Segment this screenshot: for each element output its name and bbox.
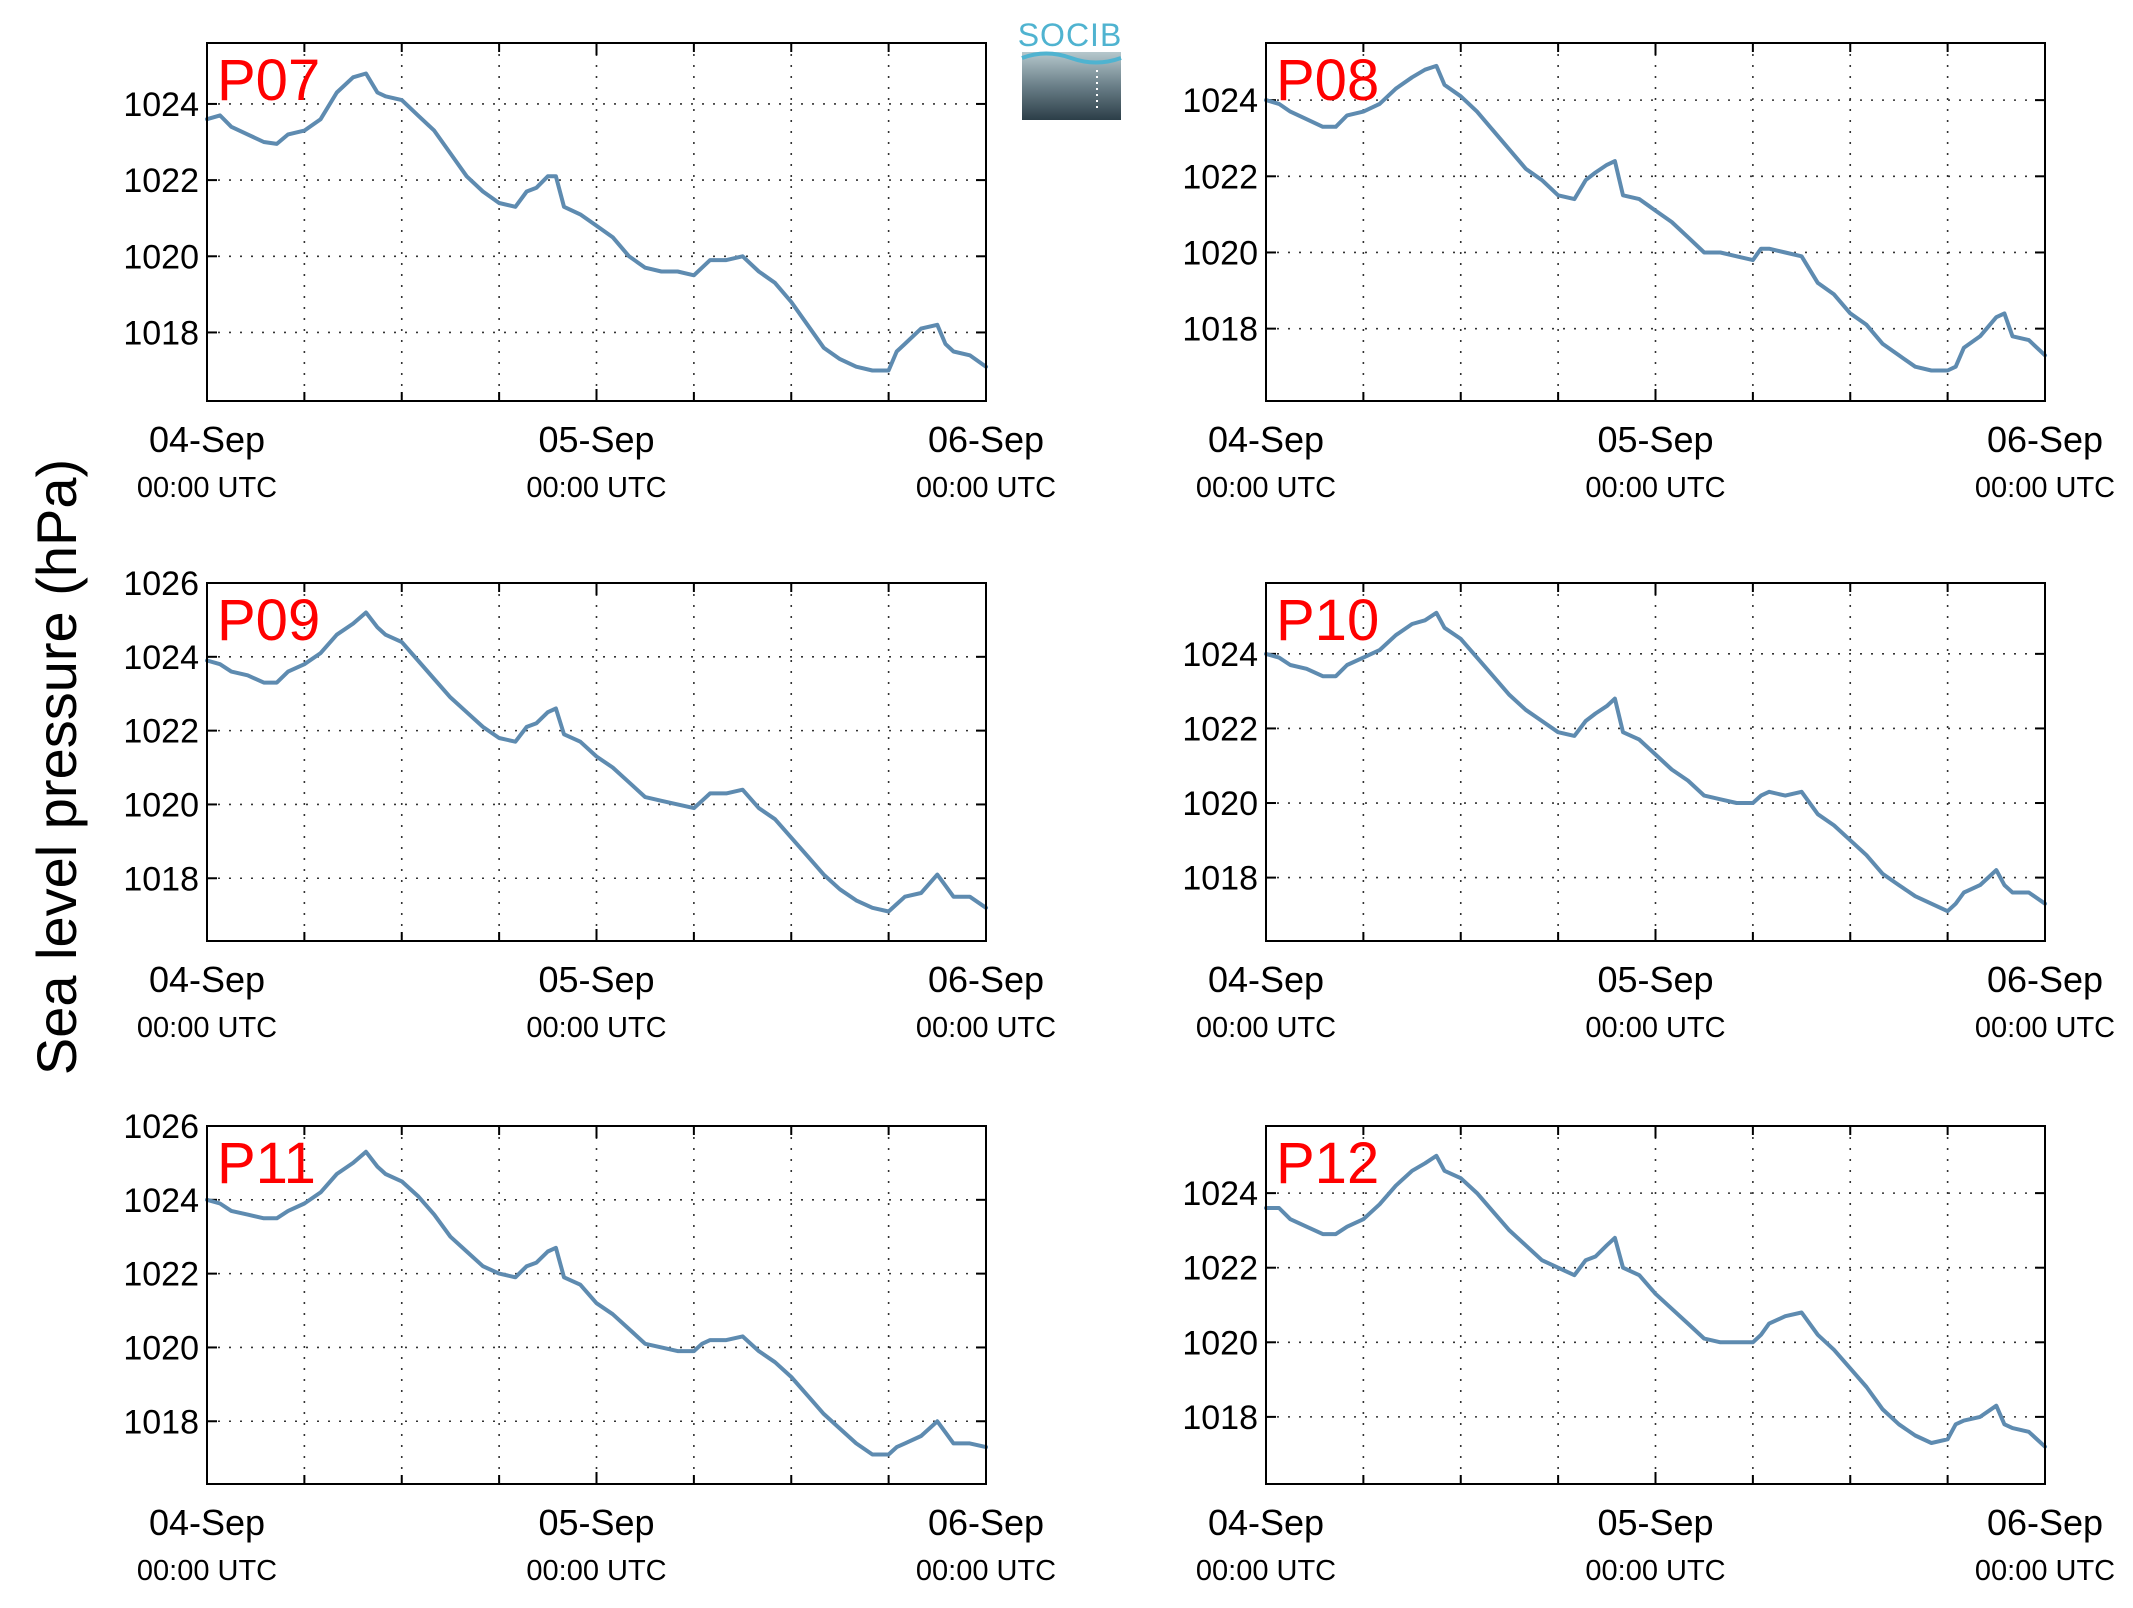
x-tick-date-label: 06-Sep — [928, 959, 1044, 1000]
y-tick-label: 1026 — [123, 1108, 199, 1146]
panel-label: P09 — [217, 588, 320, 653]
x-tick-date-label: 06-Sep — [928, 1502, 1044, 1543]
series-line-p11 — [205, 1149, 988, 1457]
x-tick-time-label: 00:00 UTC — [1196, 1012, 1336, 1044]
socib-logo: SOCIB — [1018, 17, 1123, 120]
series-line-p08 — [1264, 63, 2047, 373]
x-tick-time-label: 00:00 UTC — [137, 472, 277, 504]
panel-p08: 1018 1020 1022 1024 04-Sep 00:00 UTC 05-Sep 00:… — [1182, 42, 2115, 504]
x-tick-date-label: 04-Sep — [149, 959, 265, 1000]
y-tick-label: 1020 — [1182, 1324, 1258, 1362]
y-tick-label: 1024 — [123, 1182, 199, 1220]
y-tick-label: 1018 — [123, 860, 199, 898]
y-tick-label: 1022 — [1182, 1250, 1258, 1288]
x-tick-date-label: 05-Sep — [1597, 959, 1713, 1000]
x-tick-time-label: 00:00 UTC — [1585, 472, 1725, 504]
y-tick-label: 1022 — [1182, 710, 1258, 748]
x-tick-date-label: 05-Sep — [538, 959, 654, 1000]
series-line-p09 — [205, 610, 988, 914]
axes-frame — [206, 582, 987, 942]
x-tick-date-label: 06-Sep — [1987, 1502, 2103, 1543]
y-tick-label: 1020 — [1182, 785, 1258, 823]
y-tick-label: 1026 — [123, 565, 199, 603]
x-tick-time-label: 00:00 UTC — [1585, 1555, 1725, 1587]
x-tick-date-label: 04-Sep — [149, 419, 265, 460]
y-tick-label: 1024 — [1182, 1175, 1258, 1213]
series-line-p07 — [205, 71, 988, 373]
panel-label: P11 — [217, 1131, 316, 1196]
y-tick-label: 1024 — [1182, 82, 1258, 120]
x-tick-time-label: 00:00 UTC — [1196, 472, 1336, 504]
x-tick-time-label: 00:00 UTC — [137, 1012, 277, 1044]
x-tick-date-label: 04-Sep — [149, 1502, 265, 1543]
axes-frame — [1265, 42, 2046, 402]
x-tick-time-label: 00:00 UTC — [916, 1012, 1056, 1044]
x-tick-time-label: 00:00 UTC — [1975, 1555, 2115, 1587]
y-tick-label: 1022 — [123, 162, 199, 200]
x-tick-time-label: 00:00 UTC — [916, 472, 1056, 504]
x-tick-date-label: 05-Sep — [538, 419, 654, 460]
axes-frame — [206, 42, 987, 402]
axes-frame — [206, 1125, 987, 1485]
x-tick-date-label: 06-Sep — [928, 419, 1044, 460]
x-tick-date-label: 05-Sep — [1597, 419, 1713, 460]
series-line-p10 — [1264, 610, 2047, 914]
panel-label: P08 — [1276, 48, 1379, 113]
panel-p07: 1018 1020 1022 1024 04-Sep 00:00 UTC 05-Sep 00:… — [123, 42, 1056, 504]
x-tick-date-label: 06-Sep — [1987, 419, 2103, 460]
y-tick-label: 1020 — [123, 1329, 199, 1367]
panel-p09: 1018 1020 1022 1024 1026 04-Sep 00:00 UTC 05-Se… — [123, 565, 1056, 1044]
y-tick-label: 1018 — [1182, 311, 1258, 349]
y-tick-label: 1020 — [123, 238, 199, 276]
y-tick-label: 1022 — [123, 1256, 199, 1294]
x-tick-time-label: 00:00 UTC — [137, 1555, 277, 1587]
x-tick-time-label: 00:00 UTC — [916, 1555, 1056, 1587]
y-tick-label: 1022 — [1182, 158, 1258, 196]
panel-label: P07 — [217, 48, 320, 113]
x-tick-time-label: 00:00 UTC — [526, 1555, 666, 1587]
socib-logo-text: SOCIB — [1018, 17, 1123, 53]
y-tick-label: 1020 — [1182, 234, 1258, 272]
x-tick-time-label: 00:00 UTC — [1975, 472, 2115, 504]
x-tick-time-label: 00:00 UTC — [1585, 1012, 1725, 1044]
x-tick-date-label: 05-Sep — [1597, 1502, 1713, 1543]
x-tick-time-label: 00:00 UTC — [526, 1012, 666, 1044]
x-tick-time-label: 00:00 UTC — [1975, 1012, 2115, 1044]
panel-label: P10 — [1276, 588, 1379, 653]
x-tick-date-label: 04-Sep — [1208, 1502, 1324, 1543]
y-tick-label: 1018 — [1182, 1399, 1258, 1437]
chart-panels: 1018 1020 1022 1024 04-Sep 00:00 UTC 05-Sep 00:… — [123, 42, 2115, 1587]
axes-frame — [1265, 582, 2046, 942]
x-tick-time-label: 00:00 UTC — [1196, 1555, 1336, 1587]
series-line-p12 — [1264, 1153, 2047, 1449]
x-tick-date-label: 04-Sep — [1208, 419, 1324, 460]
y-tick-label: 1024 — [123, 639, 199, 677]
y-tick-label: 1024 — [1182, 636, 1258, 674]
y-tick-label: 1022 — [123, 713, 199, 751]
x-tick-date-label: 04-Sep — [1208, 959, 1324, 1000]
x-tick-time-label: 00:00 UTC — [526, 472, 666, 504]
panel-p11: 1018 1020 1022 1024 1026 04-Sep 00:00 UTC 05-Se… — [123, 1108, 1056, 1587]
y-axis-label: Sea level pressure (hPa) — [25, 459, 88, 1075]
socib-logo-wave — [1021, 51, 1122, 65]
x-tick-date-label: 05-Sep — [538, 1502, 654, 1543]
y-tick-label: 1020 — [123, 786, 199, 824]
y-tick-label: 1018 — [1182, 860, 1258, 898]
axes-frame — [1265, 1125, 2046, 1485]
y-tick-label: 1024 — [123, 86, 199, 124]
x-tick-date-label: 06-Sep — [1987, 959, 2103, 1000]
panel-p10: 1018 1020 1022 1024 04-Sep 00:00 UTC 05-Sep 00:… — [1182, 582, 2115, 1044]
panel-label: P12 — [1276, 1131, 1379, 1196]
y-tick-label: 1018 — [123, 314, 199, 352]
panel-p12: 1018 1020 1022 1024 04-Sep 00:00 UTC 05-Sep 00:… — [1182, 1125, 2115, 1587]
y-tick-label: 1018 — [123, 1403, 199, 1441]
